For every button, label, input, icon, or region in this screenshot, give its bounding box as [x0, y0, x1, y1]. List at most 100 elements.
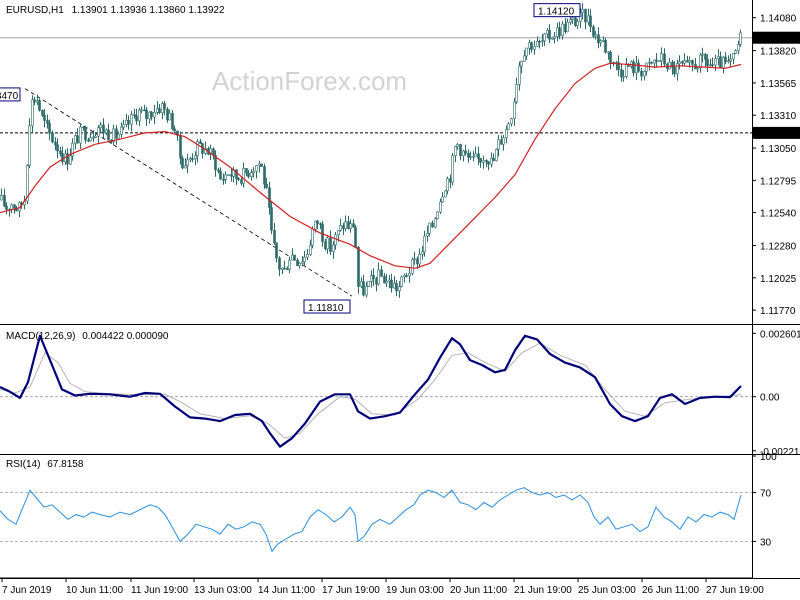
candle-body: [242, 168, 245, 184]
candle: [390, 273, 393, 293]
time-tick-label: 10 Jun 11:00: [66, 585, 124, 596]
candle-body: [668, 61, 671, 70]
candle-body: [456, 144, 459, 147]
candle-body: [479, 157, 482, 163]
candle-body: [3, 195, 6, 207]
candle: [370, 270, 373, 288]
candle: [482, 155, 485, 169]
symbol-title: EURUSD,H1 1.13901 1.13936 1.13860 1.1392…: [6, 5, 225, 16]
candle-body: [469, 156, 472, 158]
candle: [10, 203, 13, 214]
candle-body: [219, 170, 222, 180]
candle-body: [423, 235, 426, 253]
candle: [495, 148, 498, 162]
candle-body: [31, 99, 34, 127]
candle: [33, 96, 36, 106]
candle-body: [138, 109, 141, 122]
candle-body: [543, 33, 546, 42]
candle-body: [33, 99, 36, 103]
candle: [530, 41, 533, 53]
candle-body: [477, 153, 480, 159]
candle: [316, 219, 319, 230]
candle-body: [390, 279, 393, 289]
candle-body: [76, 135, 79, 144]
macd-tick-label: 0.00: [760, 393, 780, 404]
candle: [54, 137, 57, 151]
candle: [497, 135, 500, 157]
candle-body: [678, 61, 681, 65]
candle-body: [367, 281, 370, 287]
candle: [421, 246, 424, 260]
candle-body: [161, 103, 164, 114]
candle: [245, 168, 248, 177]
candle: [222, 173, 225, 185]
candle: [676, 59, 679, 81]
candle-body: [683, 60, 686, 64]
candle-body: [719, 56, 722, 69]
candle: [592, 24, 595, 39]
candle: [472, 151, 475, 162]
candle: [663, 48, 666, 68]
candle-body: [727, 60, 730, 63]
candle: [640, 67, 643, 81]
candle: [301, 256, 304, 267]
candle: [609, 50, 612, 70]
candle: [189, 156, 192, 163]
rsi-panel: 100 70 30: [0, 452, 777, 553]
candle-body: [676, 63, 679, 75]
level-price-tag: 1.13170: [753, 126, 800, 140]
candle: [650, 61, 653, 65]
candle: [459, 143, 462, 161]
candle-body: [383, 276, 386, 284]
candle: [734, 49, 737, 55]
candle: [714, 54, 717, 72]
candle: [706, 54, 709, 73]
candle-body: [459, 144, 462, 157]
candle-body: [658, 60, 661, 63]
candle-body: [688, 60, 691, 63]
candle-body: [732, 53, 735, 60]
candle: [89, 132, 92, 142]
candle-body: [349, 223, 352, 229]
candle-body: [189, 158, 192, 161]
candle: [303, 250, 306, 267]
low-annotation-box: [303, 299, 351, 314]
candle-body: [252, 170, 255, 174]
candle: [61, 146, 64, 165]
candle-body: [441, 196, 444, 203]
candle-body: [357, 246, 360, 287]
candle-body: [464, 150, 467, 154]
candle-body: [79, 126, 82, 144]
candle-body: [446, 178, 449, 192]
candle-body: [622, 75, 625, 78]
candle: [683, 53, 686, 67]
candle: [385, 273, 388, 287]
candle-body: [609, 51, 612, 63]
candle: [597, 27, 600, 49]
candle-body: [632, 61, 635, 74]
candle: [655, 53, 658, 68]
candle-body: [107, 129, 110, 141]
candle-body: [699, 54, 702, 69]
candle: [454, 145, 457, 163]
candle: [352, 219, 355, 228]
candle: [76, 128, 79, 144]
candle: [56, 138, 59, 159]
candle: [377, 262, 380, 286]
candle: [99, 121, 102, 133]
high-annotation-label: 1.14120: [538, 7, 575, 18]
candle: [163, 100, 166, 116]
candle: [184, 158, 187, 169]
candle: [604, 37, 607, 54]
candle: [699, 52, 702, 73]
candle-body: [352, 223, 355, 228]
time-tick-label: 13 Jun 03:00: [194, 585, 252, 596]
candle: [191, 153, 194, 163]
candle-body: [737, 44, 740, 51]
candle-body: [46, 120, 49, 124]
candle: [658, 60, 661, 63]
candle: [196, 139, 199, 163]
candle-body: [51, 132, 54, 143]
candle-body: [558, 27, 561, 37]
